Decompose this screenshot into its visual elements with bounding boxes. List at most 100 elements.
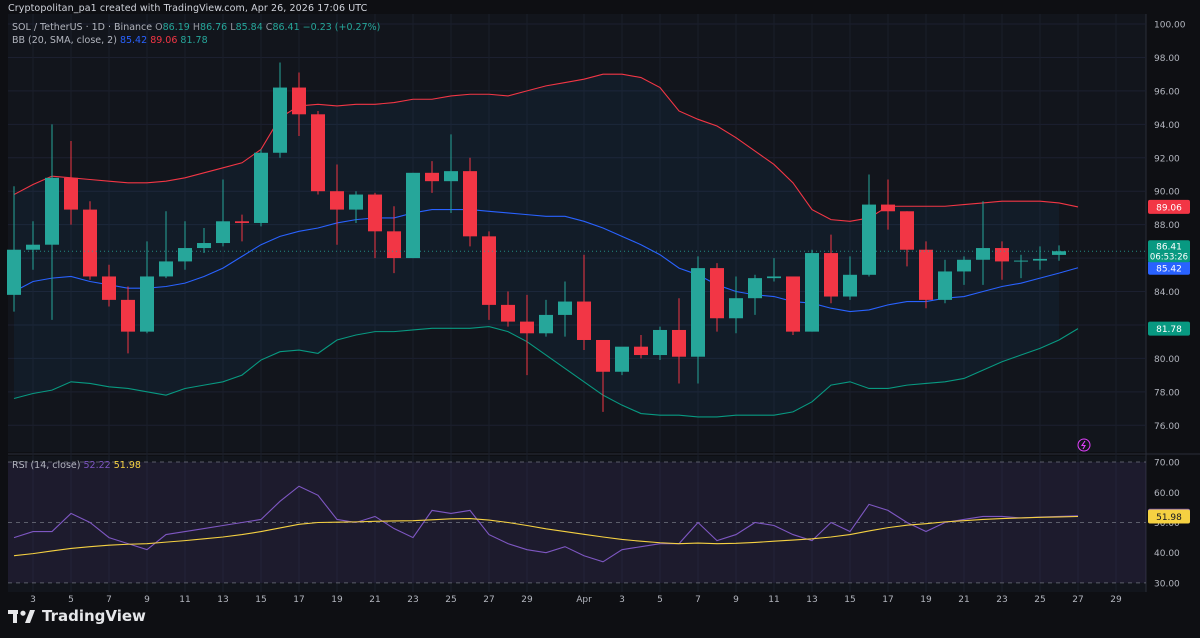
candle-down bbox=[292, 87, 306, 115]
candle-up bbox=[805, 253, 819, 332]
low-label: L bbox=[230, 22, 236, 33]
time-tick-label: 29 bbox=[1110, 595, 1122, 605]
price-axis-badge-bg bbox=[1148, 199, 1190, 214]
time-tick-label: 15 bbox=[844, 595, 855, 605]
lightning-bolt-icon bbox=[1080, 440, 1086, 450]
high-label: H bbox=[192, 22, 201, 33]
time-tick-label: 9 bbox=[144, 595, 150, 605]
time-tick-label: 29 bbox=[521, 595, 533, 605]
candle-down bbox=[102, 276, 116, 300]
rsi-axis-badge-bg bbox=[1148, 509, 1190, 524]
time-tick-label: 19 bbox=[331, 595, 343, 605]
time-tick-label: 11 bbox=[179, 595, 190, 605]
price-axis-badge: 81.78 bbox=[1156, 325, 1182, 335]
candle-down bbox=[995, 248, 1009, 262]
candle-up bbox=[406, 172, 420, 259]
bb-basis-line bbox=[13, 209, 1079, 313]
candle-down bbox=[235, 221, 249, 223]
time-tick-label: 25 bbox=[1034, 595, 1045, 605]
symbol-label[interactable]: SOL / TetherUS · 1D · Binance bbox=[12, 22, 153, 33]
bar-countdown: 06:53:26 bbox=[1150, 253, 1188, 263]
price-tick-label: 78.00 bbox=[1154, 388, 1180, 398]
candle-up bbox=[26, 244, 40, 250]
candle-down bbox=[387, 231, 401, 259]
bb-upper-line bbox=[13, 73, 1079, 222]
rsi-tick-label: 70.00 bbox=[1154, 459, 1180, 469]
rsi-legend[interactable]: RSI (14, close) 52.22 51.98 bbox=[12, 460, 141, 471]
time-tick-label: 17 bbox=[293, 595, 304, 605]
time-tick-label: 5 bbox=[657, 595, 663, 605]
candle-up bbox=[691, 268, 705, 357]
tradingview-brand[interactable]: TradingView bbox=[8, 606, 146, 626]
bb-legend[interactable]: BB (20, SMA, close, 2) 85.42 89.06 81.78 bbox=[12, 35, 208, 46]
rsi-ma-line bbox=[13, 515, 1079, 557]
time-tick-label: 13 bbox=[806, 595, 817, 605]
candle-up bbox=[159, 261, 173, 277]
candle-up bbox=[957, 259, 971, 272]
candle-down bbox=[368, 194, 382, 232]
rsi-tick-label: 60.00 bbox=[1154, 489, 1180, 499]
candle-down bbox=[501, 304, 515, 322]
candle-up bbox=[748, 278, 762, 299]
price-tick-label: 94.00 bbox=[1154, 121, 1180, 131]
rsi-ma-value: 51.98 bbox=[113, 460, 141, 471]
time-tick-label: 11 bbox=[768, 595, 779, 605]
candle-up bbox=[178, 248, 192, 262]
time-tick-label: 7 bbox=[106, 595, 112, 605]
candle-up bbox=[862, 204, 876, 275]
candle-down bbox=[83, 209, 97, 277]
time-tick-label: 3 bbox=[619, 595, 625, 605]
candle-up bbox=[1052, 251, 1066, 255]
bb-label: BB (20, SMA, close, 2) bbox=[12, 35, 117, 46]
credit-line: Cryptopolitan_pa1 created with TradingVi… bbox=[8, 3, 367, 14]
open-value: 86.19 bbox=[162, 22, 190, 33]
price-axis-badge-bg bbox=[1148, 321, 1190, 336]
price-tick-label: 76.00 bbox=[1154, 422, 1180, 432]
rsi-value: 52.22 bbox=[83, 460, 111, 471]
time-tick-label: 21 bbox=[369, 595, 380, 605]
credit-text: Cryptopolitan_pa1 created with TradingVi… bbox=[8, 3, 368, 14]
price-tick-label: 84.00 bbox=[1154, 288, 1180, 298]
candle-up bbox=[7, 249, 21, 295]
price-tick-label: 88.00 bbox=[1154, 221, 1180, 231]
price-pane-bg bbox=[8, 14, 1146, 452]
candle-up bbox=[273, 87, 287, 153]
brand-name: TradingView bbox=[42, 607, 146, 625]
price-tick-label: 98.00 bbox=[1154, 54, 1180, 64]
candle-down bbox=[330, 191, 344, 210]
candle-down bbox=[900, 211, 914, 250]
candle-down bbox=[520, 321, 534, 334]
time-tick-label: 13 bbox=[217, 595, 228, 605]
bb-lower-line bbox=[13, 326, 1079, 418]
rsi-label: RSI (14, close) bbox=[12, 460, 81, 471]
bb-upper-value: 89.06 bbox=[150, 35, 178, 46]
candle-up bbox=[729, 298, 743, 319]
time-tick-label: 3 bbox=[30, 595, 36, 605]
bb-basis-value: 85.42 bbox=[119, 35, 148, 46]
time-tick-label: 15 bbox=[255, 595, 266, 605]
current-price-badge-bg bbox=[1148, 240, 1190, 263]
candle-up bbox=[938, 271, 952, 300]
rsi-axis-badge: 51.98 bbox=[1156, 513, 1182, 523]
time-tick-label: 5 bbox=[68, 595, 74, 605]
bb-lower-value: 81.78 bbox=[180, 35, 208, 46]
price-tick-label: 100.00 bbox=[1154, 21, 1186, 31]
rsi-line bbox=[13, 485, 1079, 563]
rsi-pane-bg bbox=[8, 456, 1146, 592]
open-label: O bbox=[155, 22, 163, 33]
price-tick-label: 96.00 bbox=[1154, 87, 1180, 97]
candle-down bbox=[919, 249, 933, 300]
candle-up bbox=[976, 248, 990, 260]
candle-up bbox=[444, 171, 458, 182]
change-value: −0.23 (+0.27%) bbox=[302, 22, 381, 33]
price-tick-label: 90.00 bbox=[1154, 188, 1180, 198]
candle-up bbox=[216, 221, 230, 244]
price-axis-badge: 89.06 bbox=[1156, 203, 1182, 213]
time-tick-label: 23 bbox=[996, 595, 1007, 605]
time-tick-label: 7 bbox=[695, 595, 701, 605]
rsi-tick-label: 50.00 bbox=[1154, 519, 1180, 529]
candle-up bbox=[615, 346, 629, 372]
price-legend: SOL / TetherUS · 1D · Binance O86.19 H86… bbox=[12, 22, 380, 33]
